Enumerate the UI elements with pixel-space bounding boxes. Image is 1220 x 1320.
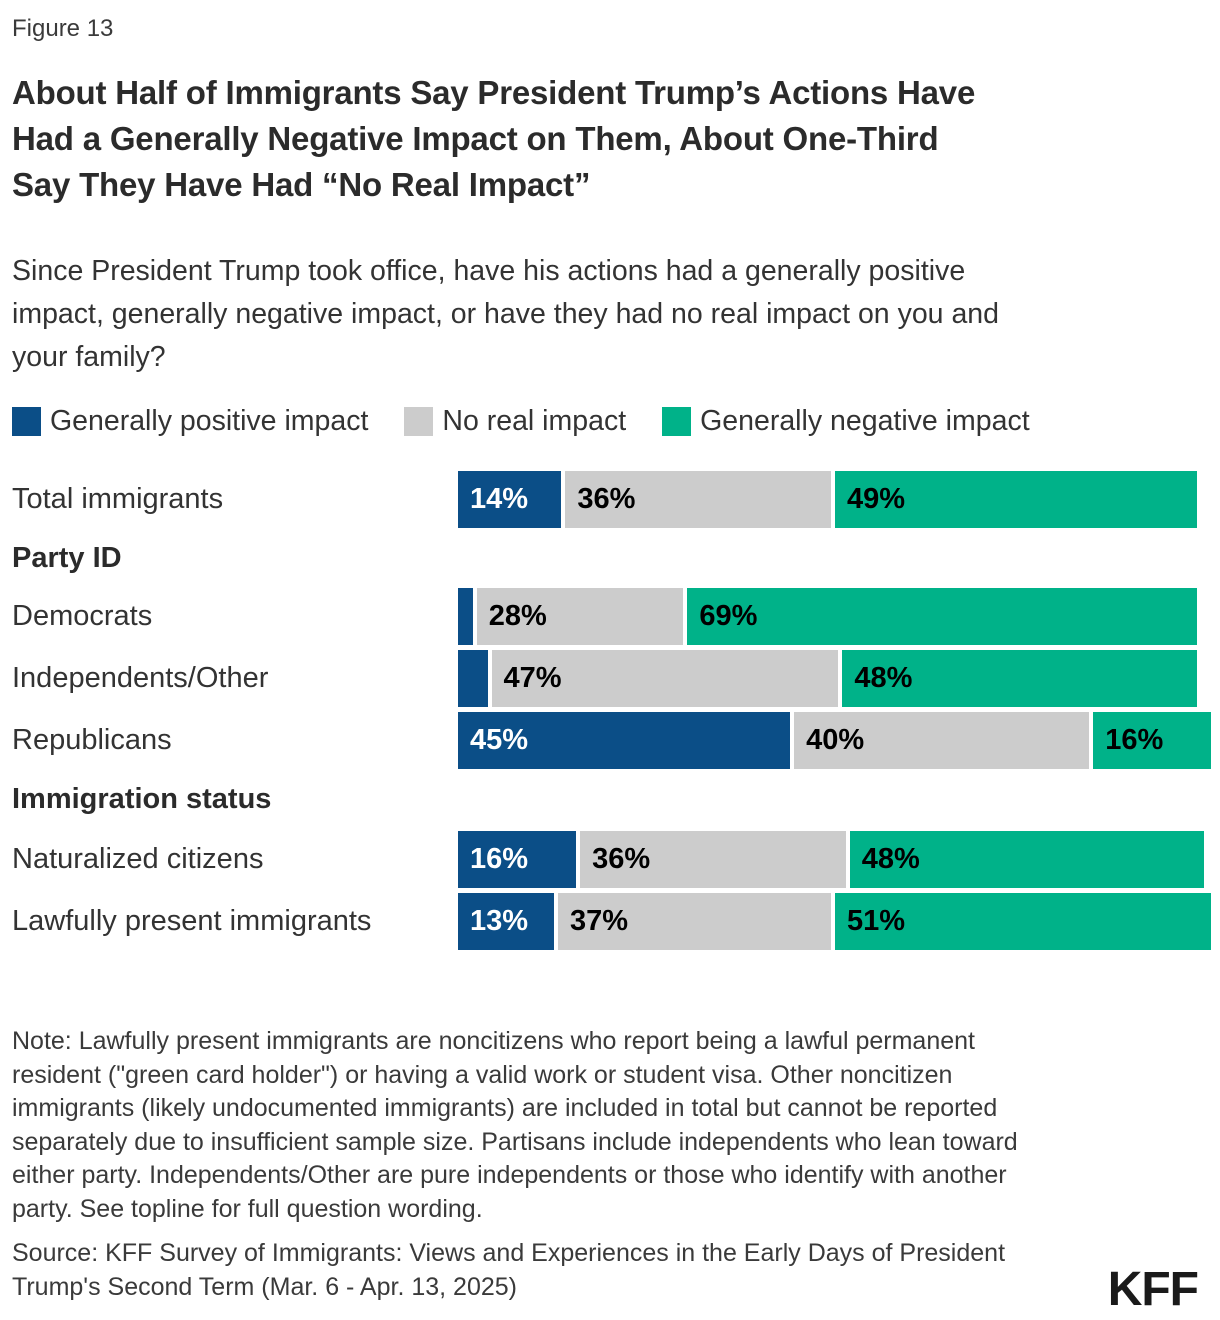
note-line-3: immigrants (likely undocumented immigran… [12,1094,998,1122]
segment-value-label: 45% [470,724,529,756]
legend-item-negative: Generally negative impact [662,405,1030,438]
segment-value-label: 51% [846,905,906,937]
row-bars: 13% 37% 51% [458,893,1212,950]
legend-label-positive: Generally positive impact [50,404,369,437]
note-line-5: either party. Independents/Other are pur… [12,1161,1007,1189]
note-line-1: Note: Lawfully present immigrants are no… [12,1027,975,1055]
bar-segment-no-impact: 28% [476,588,684,645]
chart-subtitle-line-2: impact, generally negative impact, or ha… [12,298,999,330]
bar-segment-positive [458,650,488,707]
row-label: Independents/Other [12,662,269,694]
legend-item-no-impact: No real impact [404,405,626,438]
source-text: Source: KFF Survey of Immigrants: Views … [12,1237,1198,1304]
row-label: Naturalized citizens [12,843,264,875]
segment-value-label: 13% [470,905,529,937]
bar-segment-negative: 69% [687,588,1197,645]
segment-value-label: 49% [846,483,906,515]
chart-title-line-2: Had a Generally Negative Impact on Them,… [12,120,939,157]
figure-number-label: Figure 13 [12,15,114,42]
note-line-4: separately due to insufficient sample si… [12,1127,1018,1156]
stacked-bar-chart: Total immigrants 14% 36% 49% Party ID Democra… [12,471,1212,950]
chart-row-democrats: Democrats 28% 69% [12,588,1198,645]
bar-segment-negative: 49% [834,471,1197,528]
kff-logo: KFF [1107,1263,1199,1316]
row-label: Democrats [12,600,153,632]
bar-segment-no-impact: 40% [794,712,1090,769]
segment-value-label: 69% [699,600,758,632]
section-header-immigration-status: Immigration status [12,783,272,815]
bar-segment-positive: 13% [458,893,554,950]
segment-value-label: 14% [470,483,529,515]
segment-value-label: 16% [470,843,529,875]
source-line-1: Source: KFF Survey of Immigrants: Views … [12,1239,1006,1267]
chart-title-line-3: Say They Have Had “No Real Impact” [12,166,591,203]
chart-title-line-1: About Half of Immigrants Say President T… [12,74,976,111]
bar-segment-positive: 16% [458,831,577,888]
bar-segment-no-impact: 37% [557,893,831,950]
row-bars: 45% 40% 16% [458,712,1212,769]
note-line-2: resident ("green card holder") or having… [12,1060,953,1089]
bar-segment-negative: 48% [842,650,1197,707]
row-bars: 28% 69% [458,588,1197,645]
chart-row-republicans: Republicans 45% 40% 16% [12,712,1212,769]
legend-label-no-impact: No real impact [442,404,627,437]
chart-legend: Generally positive impact No real impact… [12,405,1198,438]
bar-segment-positive [458,588,473,645]
row-bars: 14% 36% 49% [458,471,1197,528]
note-text: Note: Lawfully present immigrants are no… [12,1025,1198,1226]
segment-value-label: 28% [488,600,547,632]
chart-subtitle-line-1: Since President Trump took office, have … [12,255,966,287]
legend-swatch-no-impact [404,406,434,436]
bar-segment-no-impact: 47% [491,650,839,707]
segment-value-label: 40% [806,724,865,756]
legend-label-negative: Generally negative impact [700,404,1030,437]
section-header-party-id: Party ID [12,542,122,574]
row-label: Total immigrants [12,483,224,515]
legend-swatch-positive [12,406,41,436]
row-bars: 16% 36% 48% [458,831,1204,888]
bar-segment-negative: 48% [849,831,1204,888]
bar-segment-no-impact: 36% [580,831,846,888]
segment-value-label: 36% [592,843,651,875]
chart-title: About Half of Immigrants Say President T… [12,70,1198,208]
segment-value-label: 37% [569,905,628,937]
bar-segment-negative: 51% [834,893,1212,950]
source-line-2: Trump's Second Term (Mar. 6 - Apr. 13, 2… [12,1272,517,1301]
chart-subtitle-question: Since President Trump took office, have … [12,250,1198,379]
chart-row-naturalized-citizens: Naturalized citizens 16% 36% 48% [12,831,1204,888]
chart-row-independents-other: Independents/Other 47% 48% [12,650,1198,707]
bar-segment-positive: 14% [458,471,562,528]
chart-row-lawfully-present-immigrants: Lawfully present immigrants 13% 37% 51% [12,893,1212,950]
row-label: Lawfully present immigrants [12,905,372,937]
segment-value-label: 16% [1105,724,1164,756]
legend-item-positive: Generally positive impact [12,405,368,438]
chart-subtitle-line-3: your family? [12,341,166,373]
segment-value-label: 48% [854,662,913,694]
chart-row-total-immigrants: Total immigrants 14% 36% 49% [12,471,1198,528]
segment-value-label: 47% [503,662,562,694]
bar-segment-positive: 45% [458,712,791,769]
segment-value-label: 48% [861,843,920,875]
note-line-6: party. See topline for full question wor… [12,1194,483,1223]
row-bars: 47% 48% [458,650,1197,707]
bar-segment-no-impact: 36% [565,471,831,528]
segment-value-label: 36% [577,483,636,515]
bar-segment-negative: 16% [1093,712,1212,769]
legend-swatch-negative [662,406,692,436]
row-label: Republicans [12,724,172,756]
